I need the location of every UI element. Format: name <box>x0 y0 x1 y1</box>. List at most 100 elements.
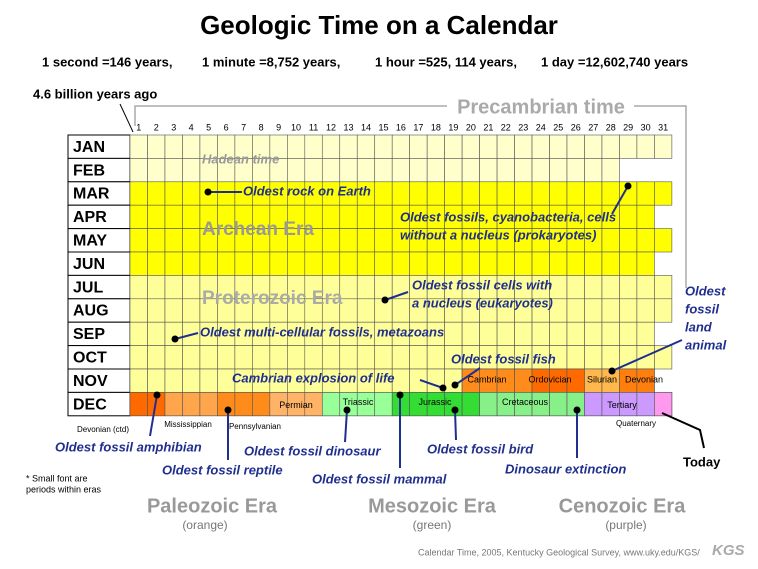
today-arrow <box>661 412 705 449</box>
period-cell <box>129 392 148 417</box>
day-cell <box>374 181 393 206</box>
day-cell <box>304 345 323 370</box>
day-cell <box>444 158 463 183</box>
day-cell <box>601 181 620 206</box>
day-number: 16 <box>396 122 406 132</box>
day-cell <box>339 134 358 159</box>
bracket <box>634 105 687 288</box>
arrow <box>454 367 481 386</box>
period-cell <box>479 392 498 417</box>
event-dot <box>624 182 632 190</box>
day-cell <box>182 134 201 159</box>
event-dot <box>451 381 459 389</box>
period-label: Mississippian <box>164 420 212 429</box>
day-cell <box>654 275 673 300</box>
day-cell <box>356 275 376 300</box>
day-cell <box>129 134 148 159</box>
credit: Calendar Time, 2005, Kentucky Geological… <box>418 547 700 557</box>
day-cell <box>654 134 673 159</box>
day-number: 15 <box>378 122 388 132</box>
day-cell <box>252 251 271 276</box>
day-cell <box>147 251 166 276</box>
annotation: land <box>685 319 713 334</box>
day-cell <box>584 298 603 323</box>
day-number: 28 <box>606 122 616 132</box>
day-cell <box>514 251 533 276</box>
day-cell <box>514 181 533 206</box>
day-cell <box>531 134 550 159</box>
event-dot <box>153 391 161 399</box>
day-cell <box>444 368 463 393</box>
day-number: 20 <box>466 122 476 132</box>
logo: KGS <box>712 542 745 559</box>
arrow <box>611 185 629 215</box>
day-cell <box>479 158 498 183</box>
day-cell <box>479 251 498 276</box>
day-cell <box>356 134 376 159</box>
month-label: NOV <box>73 373 108 390</box>
annotation: Oldest fossil cells with <box>412 277 552 292</box>
arrow <box>611 339 683 372</box>
day-cell <box>601 251 620 276</box>
day-cell <box>584 321 603 346</box>
day-cell <box>391 181 410 206</box>
day-cell <box>409 345 428 370</box>
day-cell <box>549 251 568 276</box>
day-cell <box>147 204 166 229</box>
month-label: OCT <box>73 350 107 367</box>
day-cell <box>129 158 148 183</box>
day-cell <box>339 228 358 253</box>
day-cell <box>566 321 585 346</box>
event-dot <box>439 384 447 392</box>
day-cell <box>199 368 218 393</box>
day-cell <box>584 158 603 183</box>
day-cell <box>182 275 201 300</box>
arrow <box>419 379 444 389</box>
day-cell <box>287 134 306 159</box>
day-cell <box>252 345 271 370</box>
footnote: periods within eras <box>26 484 102 494</box>
period-cell <box>234 392 253 417</box>
period-label: Permian <box>279 400 313 410</box>
period-cell <box>654 392 673 417</box>
day-cell <box>636 181 655 206</box>
day-number: 2 <box>154 122 159 132</box>
month-label: SEP <box>73 326 105 343</box>
day-cell <box>409 158 428 183</box>
day-cell <box>374 134 393 159</box>
day-cell <box>619 275 638 300</box>
day-number: 12 <box>326 122 336 132</box>
day-cell <box>496 251 515 276</box>
day-cell <box>461 251 480 276</box>
day-cell <box>426 251 445 276</box>
day-number: 13 <box>343 122 353 132</box>
day-cell <box>182 251 201 276</box>
day-cell <box>549 134 568 159</box>
day-cell <box>566 158 585 183</box>
day-cell <box>391 345 410 370</box>
day-cell <box>321 345 341 370</box>
annotation: Oldest fossil reptile <box>162 462 283 477</box>
day-cell <box>339 251 358 276</box>
day-cell <box>287 345 306 370</box>
day-cell <box>356 345 376 370</box>
day-cell <box>461 158 480 183</box>
day-cell <box>129 204 148 229</box>
day-cell <box>339 204 358 229</box>
today-label: Today <box>683 454 721 469</box>
era-note: (purple) <box>605 518 646 532</box>
day-cell <box>182 204 201 229</box>
day-cell <box>164 251 183 276</box>
month-label: MAR <box>73 186 110 203</box>
day-cell <box>147 158 166 183</box>
day-cell <box>514 321 533 346</box>
day-cell <box>409 181 428 206</box>
day-cell <box>601 158 620 183</box>
day-cell <box>147 368 166 393</box>
day-cell <box>164 298 183 323</box>
arrow <box>454 409 457 441</box>
day-cell <box>182 298 201 323</box>
day-cell <box>374 228 393 253</box>
day-cell <box>549 158 568 183</box>
day-cell <box>304 251 323 276</box>
